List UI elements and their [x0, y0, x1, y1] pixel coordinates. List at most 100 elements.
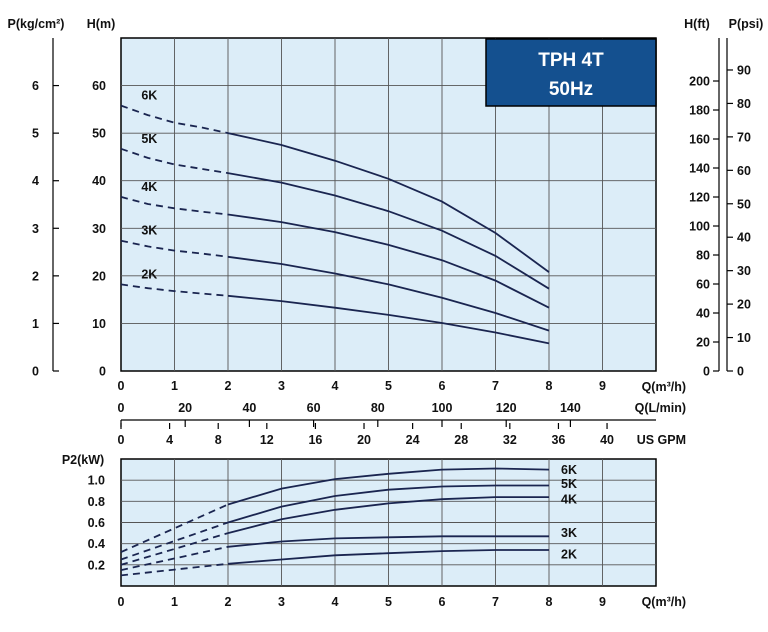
y-tick-label: 0: [99, 365, 106, 379]
head-curve-5k-dashed: [120, 147, 229, 174]
gpm-tick-label: 12: [260, 433, 274, 447]
power-curve-3k-solid: [227, 535, 549, 548]
head-ft-tick-label: 120: [689, 191, 710, 205]
head-ft-tick-label: 60: [696, 278, 710, 292]
psi-tick-label: 50: [737, 197, 751, 211]
y-tick-label: 30: [92, 222, 106, 236]
psi-tick-label: 20: [737, 298, 751, 312]
gpm-tick-label: 32: [503, 433, 517, 447]
head-ft-tick-label: 140: [689, 162, 710, 176]
power-curve-label-4k: 4K: [561, 493, 577, 507]
lpm-tick-label: 80: [371, 401, 385, 415]
pressure-tick-label: 6: [32, 79, 39, 93]
gpm-axis-title: US GPM: [637, 433, 686, 447]
head-curve-label-4k: 4K: [141, 180, 157, 194]
x-tick-label: 1: [171, 379, 178, 393]
x-tick-label: 7: [492, 379, 499, 393]
y-tick-label: 50: [92, 127, 106, 141]
head-curve-6k-solid: [227, 132, 550, 273]
lpm-tick-label: 140: [560, 401, 581, 415]
head-curve-label-6k: 6K: [141, 89, 157, 103]
gpm-tick-label: 36: [551, 433, 565, 447]
head-curve-6k-dashed: [120, 104, 229, 134]
gpm-tick-label: 4: [166, 433, 173, 447]
x-tick-label: 2: [225, 595, 232, 609]
y-tick-label: 20: [92, 269, 106, 283]
head-curve-label-3k: 3K: [141, 224, 157, 238]
power-curve-3k-dashed: [120, 545, 229, 571]
y-tick-label: 0.6: [88, 516, 105, 530]
head-curve-3k-solid: [227, 255, 550, 332]
psi-tick-label: 90: [737, 63, 751, 77]
power-curve-6k-solid: [227, 467, 550, 506]
power-curve-2k-dashed: [120, 562, 229, 577]
x-tick-label: 9: [599, 379, 606, 393]
head-curve-3k-dashed: [120, 239, 229, 258]
model-badge-frequency: 50Hz: [549, 79, 593, 100]
power-curve-label-5k: 5K: [561, 477, 577, 491]
gpm-tick-label: 0: [118, 433, 125, 447]
x-tick-label: 7: [492, 595, 499, 609]
y-axis-title: P2(kW): [62, 453, 104, 467]
gpm-tick-label: 8: [215, 433, 222, 447]
x-tick-label: 2: [225, 379, 232, 393]
head-ft-tick-label: 100: [689, 220, 710, 234]
x-tick-label: 0: [118, 379, 125, 393]
pressure-tick-label: 0: [32, 365, 39, 379]
x-axis-title: Q(m³/h): [642, 595, 686, 609]
x-tick-label: 8: [546, 595, 553, 609]
pressure-tick-label: 5: [32, 127, 39, 141]
x-axis-title: Q(m³/h): [642, 380, 686, 394]
gpm-tick-label: 24: [406, 433, 420, 447]
lpm-tick-label: 120: [496, 401, 517, 415]
head-ft-tick-label: 0: [703, 365, 710, 379]
x-tick-label: 6: [439, 379, 446, 393]
x-tick-label: 3: [278, 595, 285, 609]
head-curve-4k-solid: [227, 213, 550, 309]
psi-tick-label: 30: [737, 264, 751, 278]
pressure-axis-title: P(kg/cm²): [8, 17, 65, 31]
head-ft-tick-label: 80: [696, 249, 710, 263]
head-ft-tick-label: 20: [696, 336, 710, 350]
x-tick-label: 0: [118, 595, 125, 609]
power-curve-label-2k: 2K: [561, 548, 577, 562]
x-tick-label: 9: [599, 595, 606, 609]
lpm-tick-label: 0: [118, 401, 125, 415]
gpm-tick-label: 16: [308, 433, 322, 447]
y-tick-label: 40: [92, 174, 106, 188]
head-flow-axes: 0 1 2 3 4 5 6 7 8 90102030405060H(m)Q(m³/h)012345…: [8, 17, 764, 447]
head-ft-axis-title: H(ft): [684, 17, 710, 31]
lpm-tick-label: 100: [432, 401, 453, 415]
psi-tick-label: 40: [737, 231, 751, 245]
pressure-tick-label: 4: [32, 174, 39, 188]
gpm-tick-label: 28: [454, 433, 468, 447]
y-tick-label: 0.8: [88, 495, 105, 509]
x-tick-label: 8: [546, 379, 553, 393]
psi-tick-label: 70: [737, 130, 751, 144]
lpm-axis-title: Q(L/min): [635, 401, 686, 415]
psi-tick-label: 0: [737, 365, 744, 379]
power-curve-6k-dashed: [120, 503, 229, 553]
head-ft-tick-label: 180: [689, 104, 710, 118]
pressure-tick-label: 3: [32, 222, 39, 236]
head-curve-label-2k: 2K: [141, 267, 157, 281]
gpm-tick-label: 20: [357, 433, 371, 447]
power-curve-5k-solid: [227, 484, 549, 524]
pressure-tick-label: 2: [32, 269, 39, 283]
psi-axis-title: P(psi): [729, 17, 764, 31]
lpm-tick-label: 60: [307, 401, 321, 415]
x-tick-label: 6: [439, 595, 446, 609]
psi-tick-label: 80: [737, 97, 751, 111]
head-curve-2k-dashed: [120, 283, 229, 297]
head-curve-label-5k: 5K: [141, 132, 157, 146]
head-ft-tick-label: 160: [689, 133, 710, 147]
power-curve-4k-solid: [227, 496, 549, 534]
x-tick-label: 4: [332, 379, 339, 393]
x-tick-label: 1: [171, 595, 178, 609]
y-tick-label: 60: [92, 79, 106, 93]
x-tick-label: 5: [385, 379, 392, 393]
psi-tick-label: 10: [737, 331, 751, 345]
x-tick-label: 3: [278, 379, 285, 393]
